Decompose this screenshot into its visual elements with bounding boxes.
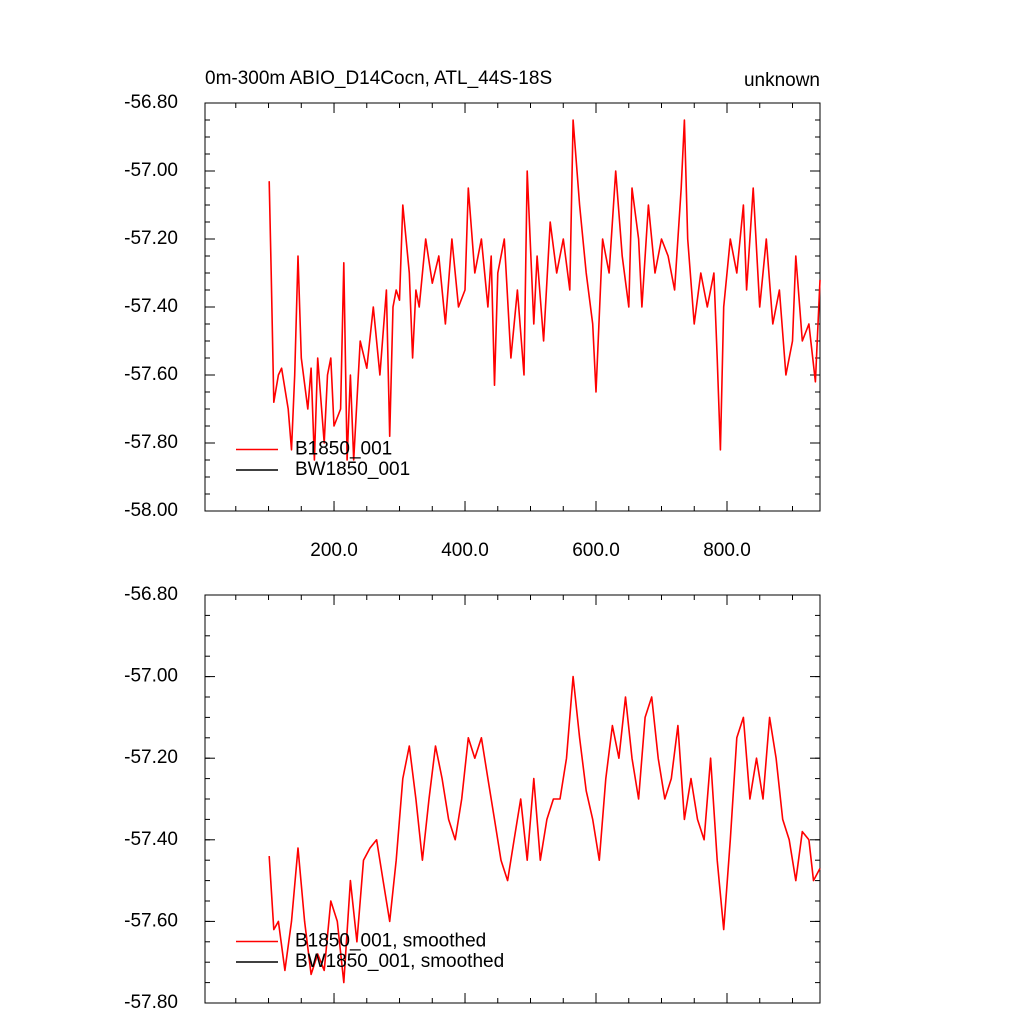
y-tick-label: -57.80 xyxy=(124,992,178,1013)
y-tick-label: -56.80 xyxy=(124,584,178,605)
legend-label: BW1850_001, smoothed xyxy=(295,951,504,972)
y-tick-label: -57.00 xyxy=(124,666,178,687)
data-line xyxy=(268,119,821,461)
y-tick-label: -57.40 xyxy=(124,829,178,850)
chart-title: 0m-300m ABIO_D14Cocn, ATL_44S-18S xyxy=(205,68,552,89)
y-tick-label: -58.00 xyxy=(124,500,178,521)
y-tick-label: -57.20 xyxy=(124,747,178,768)
x-tick-label: 800.0 xyxy=(703,540,751,561)
data-line xyxy=(268,675,821,984)
legend-label: B1850_001 xyxy=(295,439,392,460)
y-tick-label: -57.40 xyxy=(124,296,178,317)
x-tick-label: 400.0 xyxy=(441,540,489,561)
y-tick-label: -57.00 xyxy=(124,160,178,181)
legend-label: B1850_001, smoothed xyxy=(295,931,486,952)
x-tick-label: 600.0 xyxy=(572,540,620,561)
y-tick-label: -57.60 xyxy=(124,910,178,931)
legend-label: BW1850_001 xyxy=(295,459,410,480)
y-tick-label: -56.80 xyxy=(124,92,178,113)
y-tick-label: -57.60 xyxy=(124,364,178,385)
x-tick-label: 200.0 xyxy=(310,540,358,561)
chart-right-title: unknown xyxy=(744,70,820,91)
y-tick-label: -57.80 xyxy=(124,432,178,453)
y-tick-label: -57.20 xyxy=(124,228,178,249)
